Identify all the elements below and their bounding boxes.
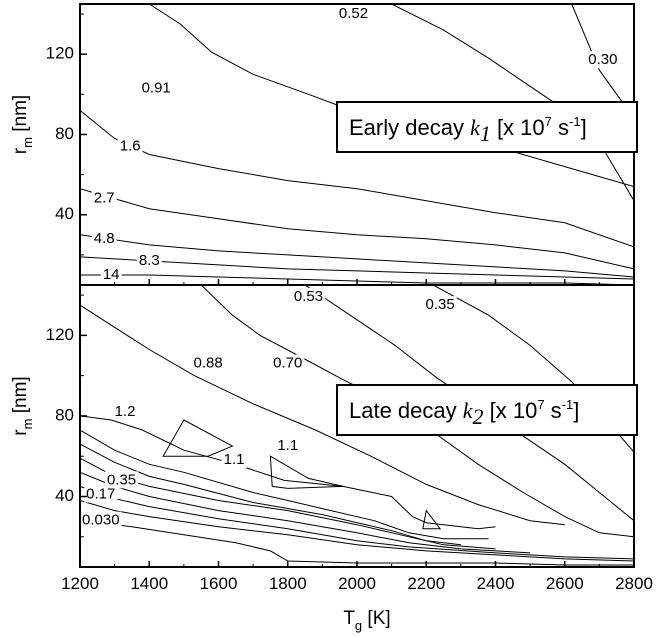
svg-text:0.53: 0.53 — [294, 288, 323, 305]
svg-text:1.1: 1.1 — [224, 451, 245, 468]
late-decay-panel: 0.53 0.350.88 0.701.21.11.10.350.170.03040… — [10, 284, 653, 633]
svg-text:2.7: 2.7 — [94, 190, 115, 207]
y-tick-label: 80 — [55, 124, 74, 143]
x-tick-label: 2600 — [546, 574, 584, 593]
svg-text:1.1: 1.1 — [277, 437, 298, 454]
panel-title: Early decay k1 [x 107 s-1] — [349, 114, 587, 146]
contour-label-6: 1.1 — [275, 437, 301, 455]
x-tick-label: 2800 — [615, 574, 653, 593]
contour-label-6: 8.3 — [136, 251, 162, 269]
title-box — [336, 384, 638, 436]
x-tick-label: 2000 — [338, 574, 376, 593]
svg-text:14: 14 — [103, 266, 120, 283]
contour-label-5: 1.1 — [221, 451, 247, 469]
x-tick-label: 2200 — [407, 574, 445, 593]
svg-text:1.2: 1.2 — [115, 403, 136, 420]
contour-label-9: 0.030 — [80, 511, 122, 529]
svg-text:0.35: 0.35 — [107, 471, 136, 488]
contour-label-2: 0.88 — [191, 354, 225, 372]
contour-label-7: 0.35 — [104, 471, 139, 489]
contour-label-2: 0.91 — [139, 79, 173, 97]
contour-line-6 — [80, 256, 634, 280]
y-tick-label: 80 — [55, 405, 74, 424]
contour-label-4: 2.7 — [91, 189, 117, 207]
svg-text:8.3: 8.3 — [139, 252, 160, 269]
contour-label-0: 0.53 — [291, 288, 326, 306]
x-tick-label: 1600 — [200, 574, 238, 593]
contour-label-5: 4.8 — [91, 229, 117, 247]
contour-label-0: 0.52 — [336, 5, 371, 23]
contour-line-9 — [80, 485, 634, 560]
y-axis-label: rm [nm] — [10, 95, 35, 154]
x-tick-label: 1400 — [130, 574, 168, 593]
contour-line-6 — [80, 443, 461, 546]
contour-label-4: 1.2 — [112, 402, 138, 420]
contour-line-5 — [80, 234, 634, 278]
svg-text:0.35: 0.35 — [425, 296, 454, 313]
contour-line-2 — [149, 4, 634, 188]
svg-text:1.6: 1.6 — [120, 137, 141, 154]
contour-line-4 — [80, 188, 634, 270]
contour-label-3: 0.70 — [271, 354, 305, 372]
contour-line-14 — [422, 509, 442, 530]
svg-text:0.17: 0.17 — [86, 485, 115, 502]
y-tick-label: 40 — [55, 204, 74, 223]
svg-text:0.70: 0.70 — [273, 355, 302, 372]
svg-text:0.88: 0.88 — [194, 355, 223, 372]
svg-text:4.8: 4.8 — [94, 230, 115, 247]
contour-label-7: 14 — [100, 265, 122, 283]
x-tick-label: 1800 — [269, 574, 307, 593]
contour-line-12 — [162, 419, 234, 457]
contour-line-10 — [80, 500, 634, 562]
x-tick-label: 1200 — [61, 574, 99, 593]
contour-label-1: 0.30 — [586, 51, 620, 69]
panel-title: Late decay k2 [x 107 s-1] — [349, 397, 579, 429]
x-tick-label: 2400 — [477, 574, 515, 593]
early-decay-panel: 0.52 0.30 0.91 1.6 2.7 4.8 8.3 14 40 80 120 rm [nm]… — [10, 3, 638, 286]
contour-line-3 — [80, 304, 565, 526]
y-tick-label: 120 — [46, 44, 74, 63]
svg-text:0.30: 0.30 — [588, 51, 617, 68]
svg-text:0.52: 0.52 — [339, 5, 368, 22]
contour-label-3: 1.6 — [117, 137, 143, 155]
contour-label-8: 0.17 — [84, 485, 118, 503]
title-box — [336, 101, 638, 153]
svg-text:0.91: 0.91 — [142, 79, 171, 96]
y-tick-label: 120 — [46, 325, 74, 344]
y-axis-label: rm [nm] — [10, 376, 35, 435]
svg-text:0.030: 0.030 — [82, 512, 120, 529]
x-axis-label: Tg [K] — [343, 608, 390, 633]
contour-line-4 — [80, 415, 496, 530]
contour-line-13 — [269, 455, 344, 489]
y-tick-label: 40 — [55, 486, 74, 505]
contour-line-5 — [80, 429, 489, 540]
contour-label-1: 0.35 — [423, 296, 457, 314]
contour-line-8 — [80, 471, 531, 554]
